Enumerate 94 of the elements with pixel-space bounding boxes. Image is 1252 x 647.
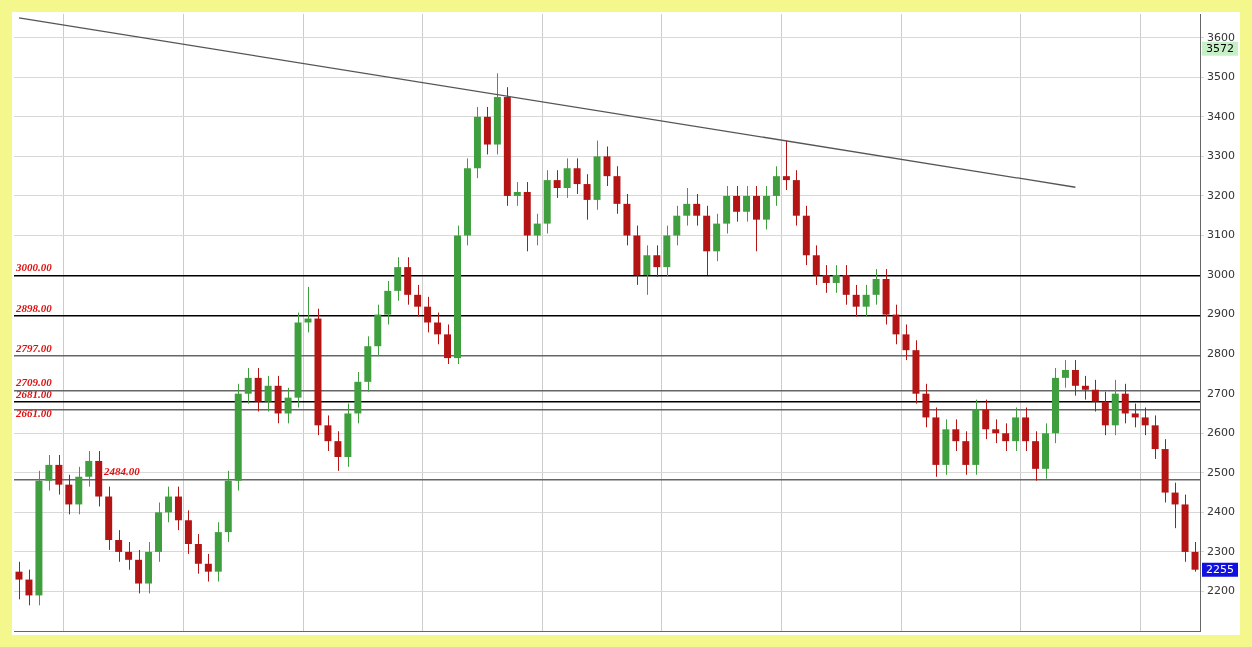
y-tick-label: 2400 (1207, 505, 1236, 519)
candlestick (414, 284, 422, 318)
candlestick (424, 296, 432, 333)
candlestick (1101, 391, 1109, 436)
candlestick (1151, 414, 1159, 460)
candlestick (1171, 482, 1179, 529)
candlestick (1012, 407, 1020, 452)
ref-line-label: 2484.00 (103, 465, 141, 478)
candlestick (184, 509, 192, 555)
candlestick (782, 140, 790, 191)
candlestick (822, 264, 830, 294)
ref-line-label: 2898.00 (15, 301, 53, 314)
candlestick (812, 244, 820, 286)
candlestick (1141, 407, 1149, 436)
y-tick-label: 2700 (1207, 386, 1236, 400)
candlestick (513, 181, 521, 207)
candlestick (922, 383, 930, 428)
candlestick (244, 367, 252, 405)
y-tick-label: 2500 (1207, 465, 1236, 479)
candlestick (892, 304, 900, 345)
candlestick (1022, 407, 1030, 452)
y-tick-label: 3300 (1207, 149, 1236, 163)
candlestick (952, 418, 960, 452)
y-tick-label: 3600 (1207, 30, 1236, 44)
annotation: 2255 (1206, 562, 1235, 576)
ref-line-label: 2797.00 (15, 341, 53, 354)
candlestick (1002, 422, 1010, 452)
candlestick (1131, 403, 1139, 428)
candlestick (862, 284, 870, 318)
candlestick (573, 157, 581, 195)
candlestick (284, 387, 292, 424)
candlestick (842, 264, 850, 306)
candlestick (982, 399, 990, 440)
y-tick-label: 2200 (1207, 584, 1236, 598)
candlestick (1091, 379, 1099, 412)
candlestick (832, 264, 840, 294)
ref-line-label: 2709.00 (15, 376, 53, 389)
candlestick (384, 280, 392, 325)
candlestick (55, 454, 63, 496)
candlestick (25, 569, 33, 606)
candlestick (683, 187, 691, 227)
candlestick (194, 533, 202, 575)
candlestick (334, 430, 342, 472)
candlestick (653, 244, 661, 278)
candlestick (852, 284, 860, 318)
candlestick (1121, 383, 1129, 424)
candlestick (733, 185, 741, 223)
candlestick (125, 541, 133, 571)
candlestick (872, 268, 880, 306)
candlestick (85, 450, 93, 488)
candlestick (324, 414, 332, 452)
candlestick (444, 323, 452, 365)
candlestick (174, 486, 182, 531)
y-tick-label: 3500 (1207, 70, 1236, 84)
candlestick (434, 312, 442, 345)
candlestick (992, 418, 1000, 444)
ref-line-label: 2661.00 (15, 407, 53, 420)
ref-line-label: 3000.00 (15, 261, 53, 274)
candlestick (563, 157, 571, 199)
y-tick-label: 2600 (1207, 426, 1236, 440)
candlestick (643, 244, 651, 296)
candlestick (1081, 375, 1089, 401)
candlestick (264, 375, 272, 412)
candlestick (1061, 359, 1069, 389)
candlestick (65, 474, 73, 515)
candlestick (673, 205, 681, 246)
candlestick (45, 454, 53, 492)
candlestick (164, 486, 172, 523)
candlestick (115, 529, 123, 563)
candlestick (533, 213, 541, 246)
candlestick (693, 193, 701, 227)
candlestick (743, 185, 751, 223)
ref-line-label: 2681.00 (15, 387, 53, 400)
candlestick (15, 561, 23, 600)
y-tick-label: 3000 (1207, 267, 1236, 281)
y-tick-label: 3400 (1207, 109, 1236, 123)
y-tick-label: 3100 (1207, 228, 1236, 242)
candlestick (772, 165, 780, 207)
y-tick-label: 3200 (1207, 188, 1236, 202)
y-tick-label: 2800 (1207, 347, 1236, 360)
candlestick (394, 256, 402, 302)
y-tick-label: 2300 (1207, 544, 1236, 558)
candlestick (962, 430, 970, 476)
candlestick (135, 549, 143, 594)
annotation: 3572 (1206, 41, 1235, 55)
candlestick (553, 169, 561, 199)
candlestick (1191, 541, 1199, 573)
candlestick (204, 553, 212, 583)
candlestick (583, 173, 591, 221)
y-tick-label: 2900 (1207, 307, 1236, 321)
candlestick (254, 367, 262, 412)
candlestick (753, 185, 760, 252)
candlestick (1071, 359, 1079, 397)
candlestick (762, 185, 770, 231)
